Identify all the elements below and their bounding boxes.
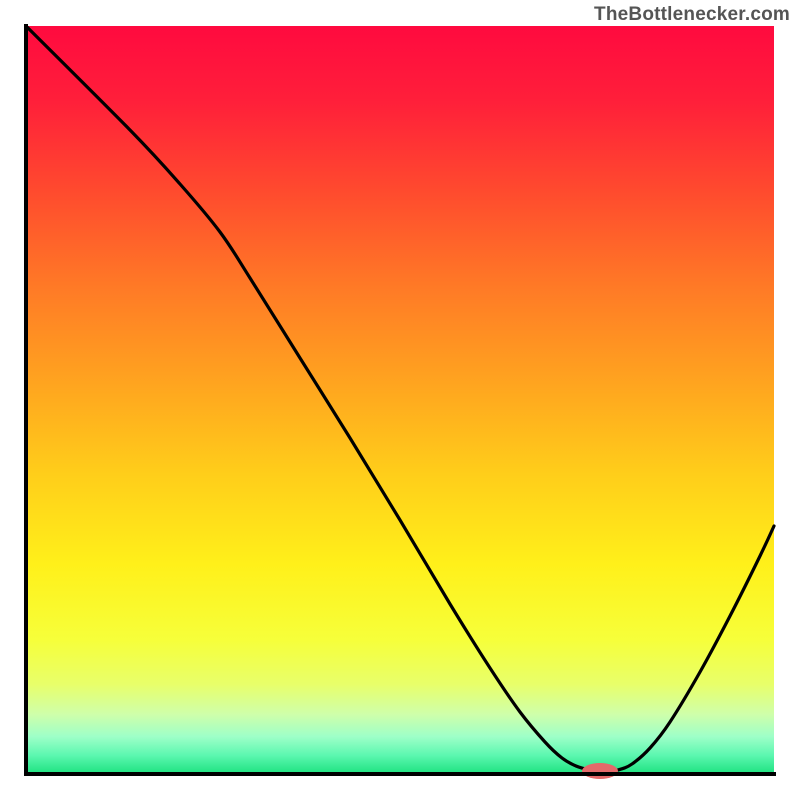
chart-container: TheBottlenecker.com — [0, 0, 800, 800]
watermark-text: TheBottlenecker.com — [594, 4, 790, 26]
bottleneck-chart — [0, 0, 800, 800]
sweet-spot-marker — [582, 763, 618, 779]
